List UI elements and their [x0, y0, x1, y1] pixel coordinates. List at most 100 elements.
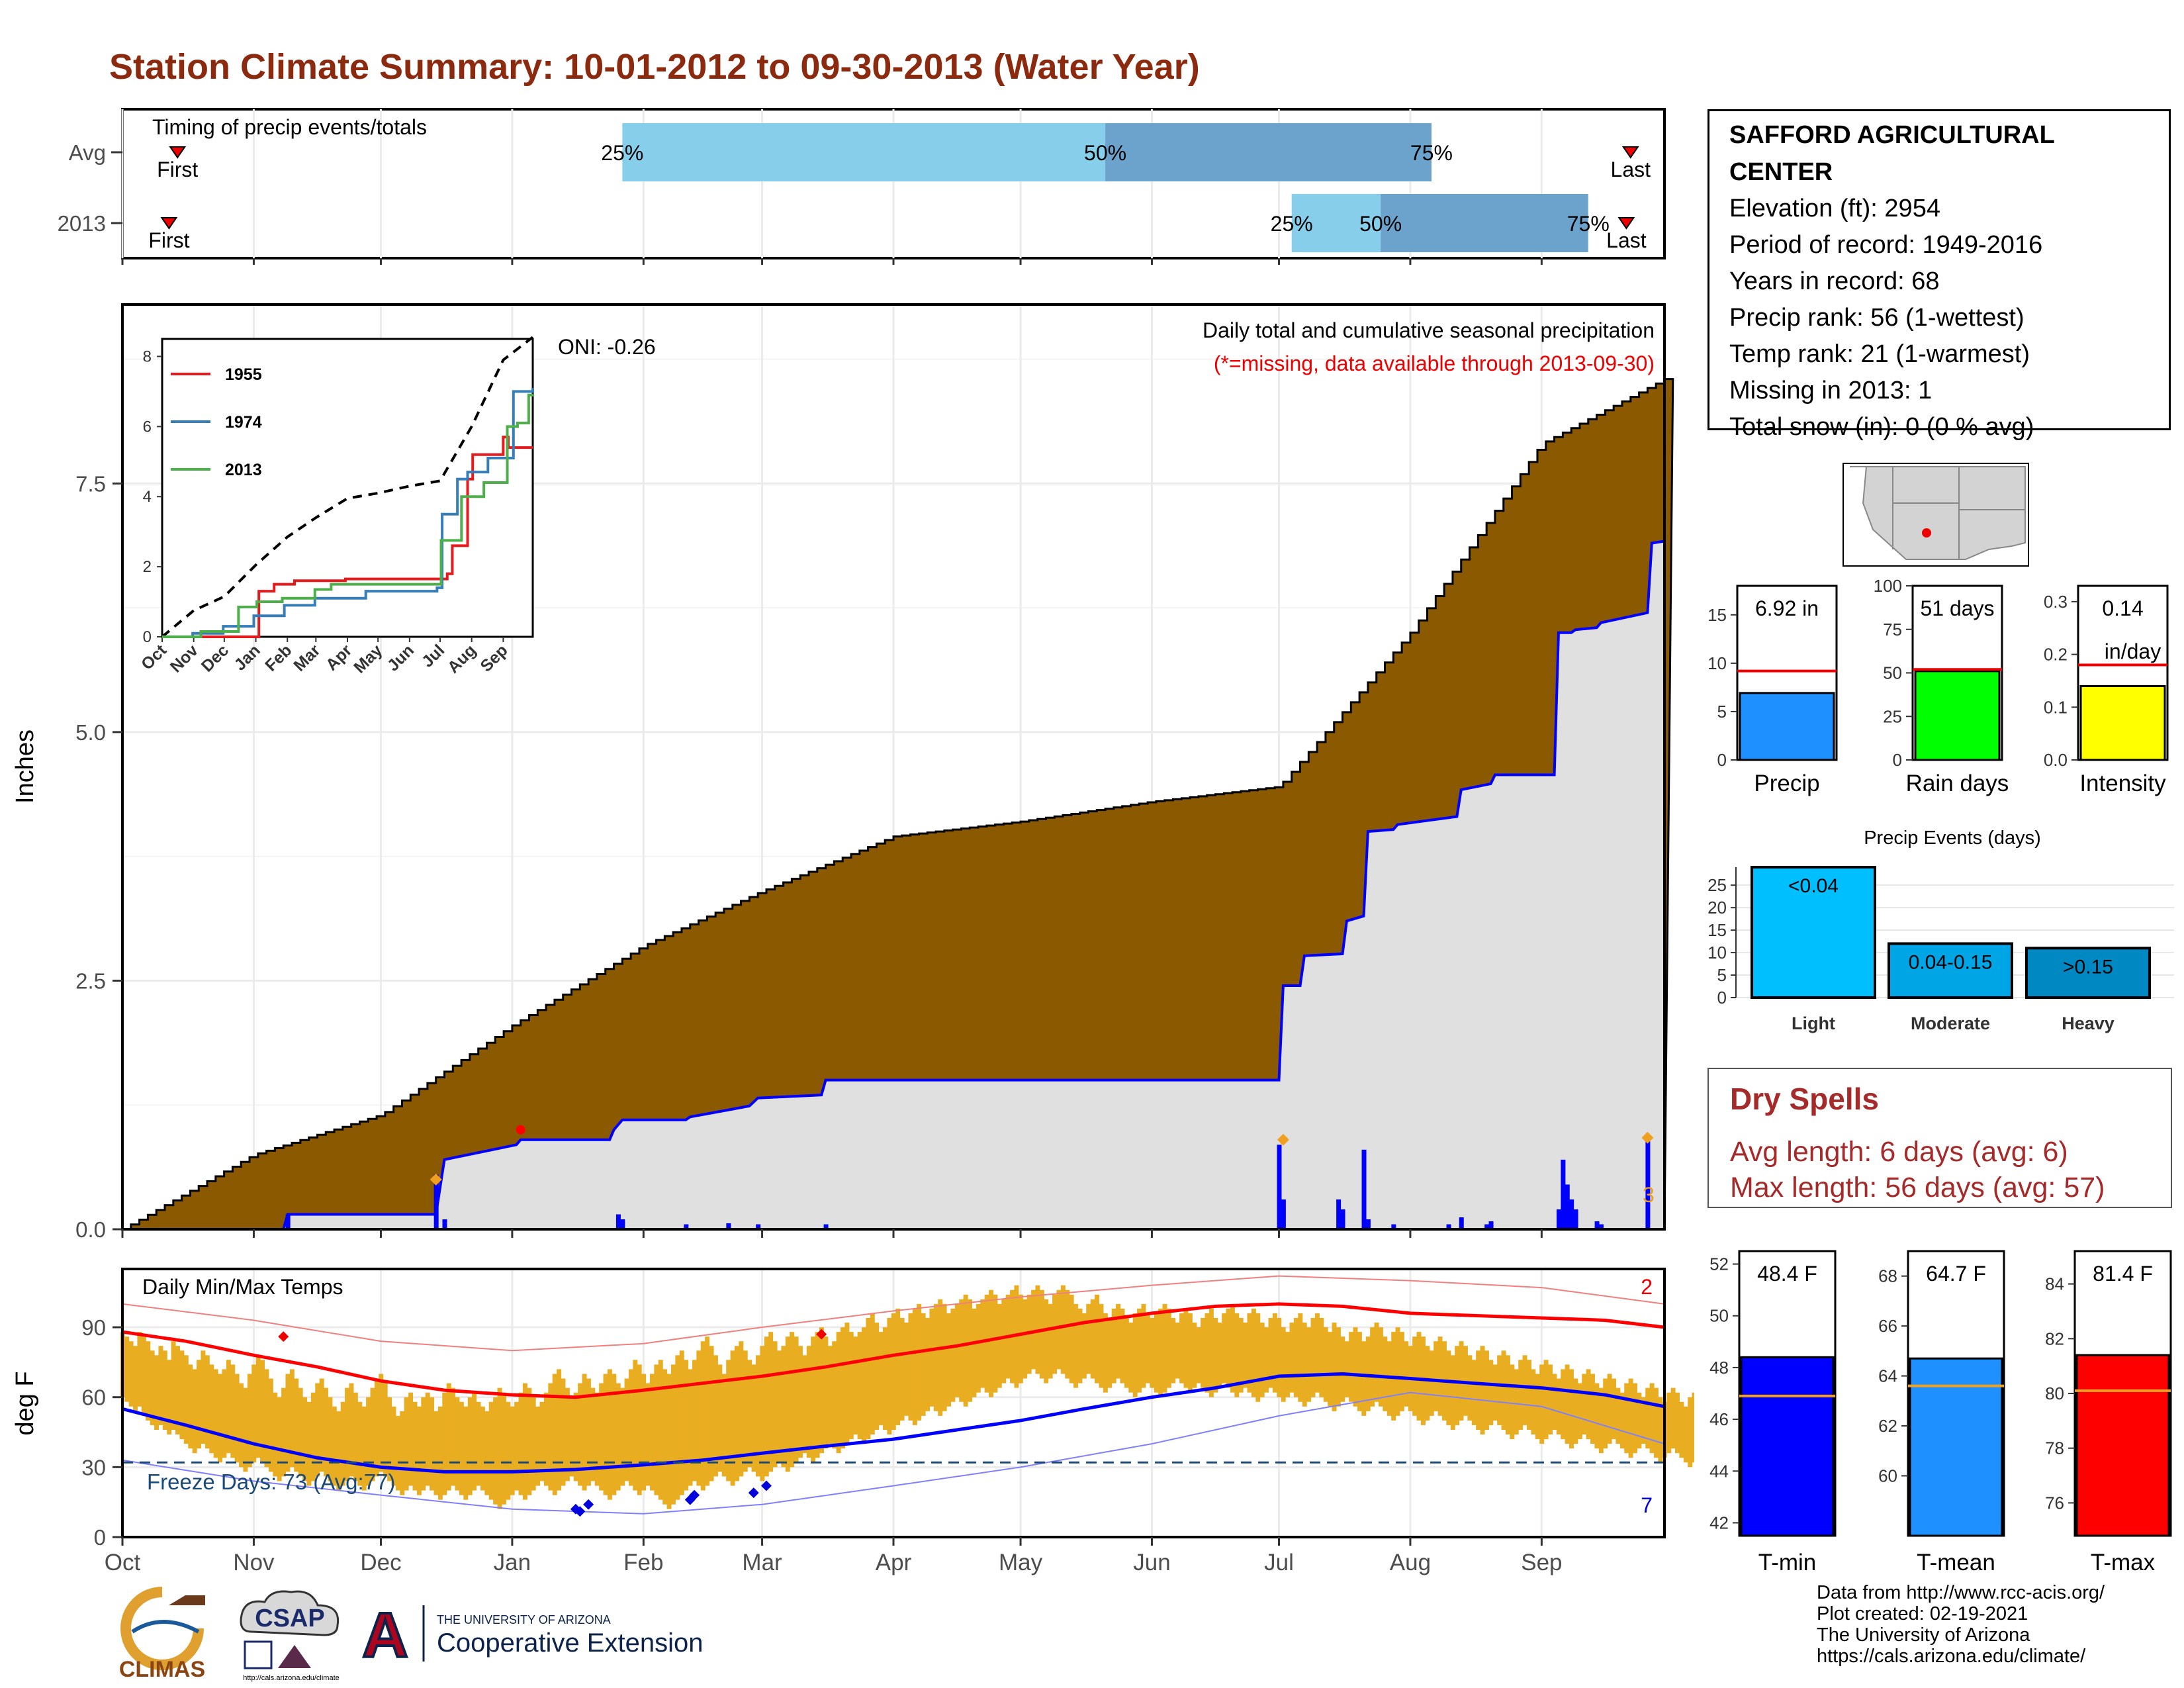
daily-temp-bar [459, 1401, 464, 1495]
daily-temp-bar [1344, 1341, 1349, 1397]
daily-temp-bar [832, 1341, 837, 1449]
temp-panel-ytick-label: 60 [1878, 1466, 1897, 1485]
daily-temp-bar [1416, 1332, 1422, 1421]
daily-temp-bar [1081, 1313, 1087, 1379]
daily-temp-bar [467, 1397, 473, 1495]
temp-panel-ytick-label: 80 [2045, 1383, 2064, 1403]
daily-temp-bar [1624, 1383, 1629, 1454]
daily-temp-bar [1365, 1336, 1371, 1411]
daily-temp-bar [590, 1387, 596, 1481]
stat-panel-ytick-label: 100 [1874, 576, 1902, 596]
daily-temp-bar [281, 1387, 287, 1477]
daily-temp-bar [997, 1303, 1002, 1388]
daily-precip-bar [1573, 1209, 1578, 1229]
daily-temp-bar [612, 1374, 617, 1495]
inset-ytick-label: 6 [143, 418, 152, 436]
daily-temp-bar [696, 1350, 702, 1486]
daily-temp-bar [1607, 1374, 1612, 1444]
daily-temp-bar [1298, 1313, 1303, 1402]
daily-temp-bar [404, 1397, 409, 1491]
daily-temp-bar [1497, 1355, 1502, 1425]
stat-panel-bar [2079, 684, 2166, 761]
daily-temp-bar [565, 1387, 570, 1481]
daily-temp-bar [506, 1401, 511, 1500]
daily-temp-bar [1069, 1294, 1074, 1383]
events-category-label: Heavy [2062, 1013, 2115, 1033]
daily-temp-bar [1039, 1289, 1044, 1379]
daily-temp-bar [1484, 1350, 1489, 1430]
dry-spells-avg: Avg length: 6 days (avg: 6) [1730, 1136, 2068, 1168]
daily-temp-bar [1353, 1327, 1358, 1407]
daily-temp-bar [1547, 1364, 1553, 1435]
temp-xtick-label: Apr [876, 1550, 912, 1575]
csap-logo: CSAP http://cals.arizona.edu/climate [240, 1590, 340, 1682]
daily-temp-bar [201, 1350, 206, 1444]
daily-temp-bar [1683, 1406, 1688, 1463]
daily-temp-bar [866, 1317, 871, 1440]
event-marker [1277, 1133, 1289, 1146]
temp-panel-value: 64.7 F [1926, 1262, 1986, 1286]
daily-temp-bar [734, 1346, 739, 1481]
locator-map-region [1850, 466, 2026, 560]
timing-p25-label: 25% [601, 141, 643, 165]
daily-temp-bar [1603, 1378, 1608, 1449]
daily-temp-bar [1404, 1341, 1409, 1407]
daily-temp-bar [1132, 1313, 1138, 1397]
daily-temp-bar [1692, 1392, 1694, 1463]
daily-temp-bar [878, 1332, 884, 1425]
temp-min-count: 7 [1641, 1493, 1653, 1517]
inset-ytick-label: 4 [143, 488, 152, 506]
daily-temp-bar [451, 1387, 456, 1486]
ua-big-text: Cooperative Extension [437, 1628, 703, 1658]
daily-temp-bar [1086, 1303, 1091, 1374]
daily-temp-bar [146, 1341, 151, 1421]
daily-temp-bar [226, 1360, 231, 1454]
daily-temp-bar [954, 1303, 960, 1397]
daily-temp-bar [251, 1364, 257, 1463]
daily-temp-bar [942, 1303, 947, 1411]
event-marker [430, 1173, 442, 1186]
temp-ytick-label: 30 [81, 1455, 106, 1479]
record-min-line [122, 1391, 1665, 1515]
daily-temp-bar [162, 1350, 167, 1430]
temp-panel-ytick-label: 42 [1709, 1513, 1729, 1532]
daily-temp-bar [158, 1346, 163, 1425]
daily-precip-bar [1446, 1224, 1451, 1229]
daily-temp-bar [531, 1397, 536, 1491]
daily-temp-bar [1289, 1323, 1295, 1393]
daily-temp-bar [968, 1299, 973, 1402]
daily-temp-bar [302, 1397, 308, 1481]
daily-temp-bar [1522, 1355, 1527, 1425]
daily-temp-bar [1166, 1308, 1171, 1388]
daily-temp-bar [1370, 1327, 1375, 1407]
station-info-box: SAFFORD AGRICULTURAL CENTER Elevation (f… [1707, 109, 2171, 441]
daily-temp-bar [128, 1341, 134, 1407]
daily-temp-bar [950, 1308, 956, 1402]
daily-temp-bar [1264, 1327, 1269, 1393]
daily-temp-bar [891, 1313, 896, 1430]
daily-temp-bar [1077, 1308, 1083, 1383]
station-line: Years in record: 68 [1729, 267, 1940, 295]
daily-temp-bar [379, 1374, 384, 1472]
daily-precip-bar [726, 1223, 731, 1229]
daily-temp-bar [1539, 1364, 1545, 1444]
daily-temp-bar [188, 1364, 193, 1449]
temp-panel-ytick-label: 78 [2045, 1438, 2064, 1458]
daily-temp-bar [578, 1383, 583, 1486]
daily-temp-bar [437, 1406, 443, 1500]
inset-legend-label: 1955 [225, 365, 262, 384]
daily-temp-bar [1531, 1369, 1536, 1435]
daily-temp-bar [603, 1374, 608, 1495]
timing-p75-label: 75% [1567, 212, 1610, 236]
stat-panel-ytick-label: 0.0 [2044, 750, 2068, 770]
temp-panel-ytick-label: 62 [1878, 1416, 1897, 1436]
temp-title: Daily Min/Max Temps [142, 1275, 343, 1299]
daily-precip-bar [620, 1219, 625, 1229]
daily-temp-bar [255, 1355, 261, 1458]
daily-temp-bar [1056, 1289, 1062, 1370]
daily-temp-bar [510, 1406, 515, 1495]
daily-temp-bar [1141, 1303, 1146, 1388]
daily-temp-bar [586, 1378, 591, 1486]
temp-xtick-label: May [999, 1550, 1043, 1575]
daily-temp-bar [1374, 1323, 1379, 1402]
